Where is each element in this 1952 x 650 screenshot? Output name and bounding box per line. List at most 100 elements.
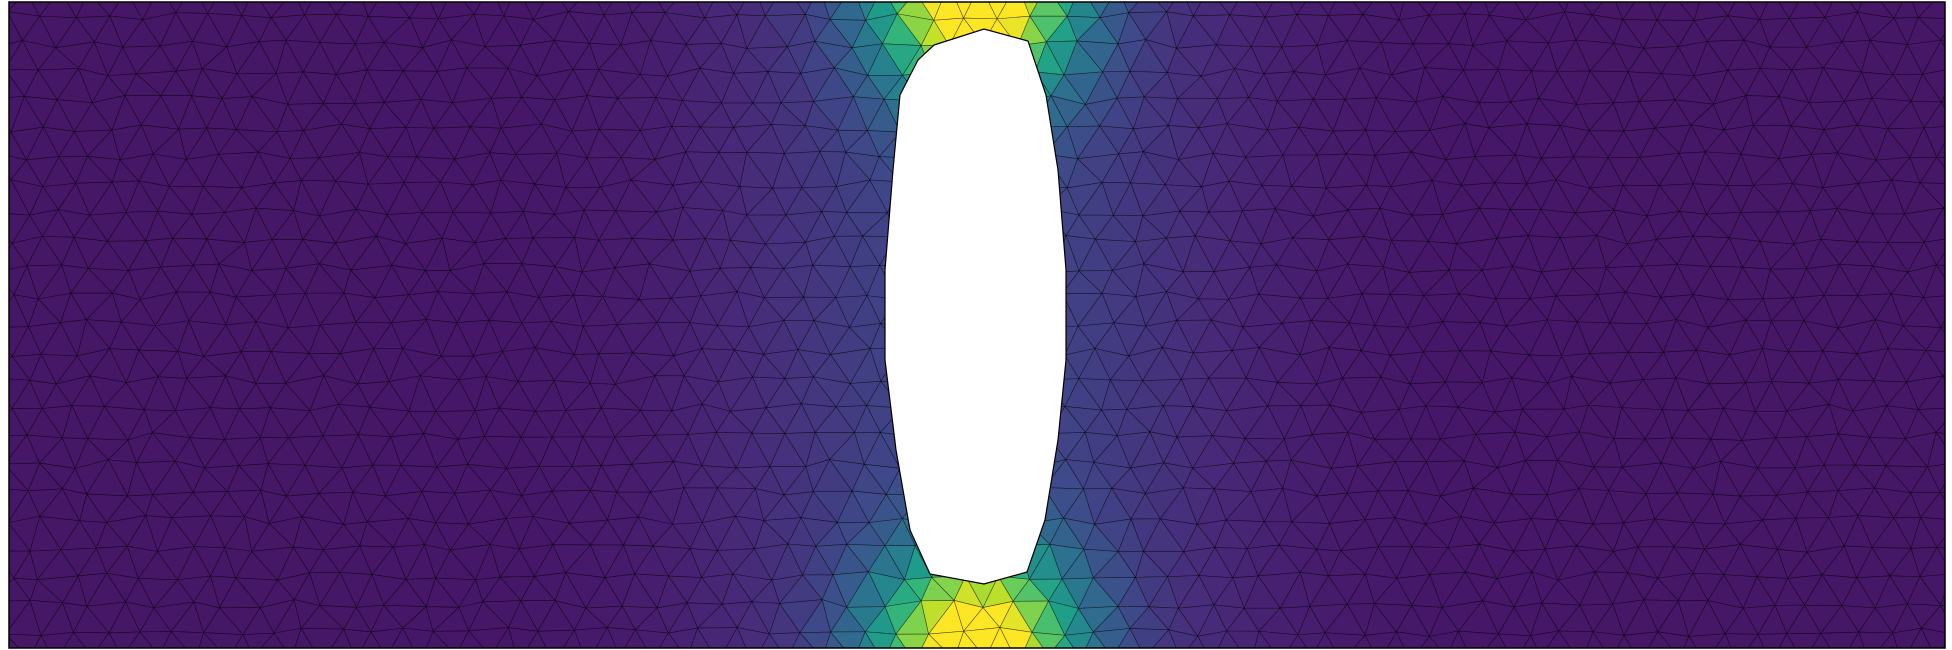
mesh-element: [234, 633, 250, 648]
mesh-element: [1939, 491, 1945, 501]
mesh-element: [1683, 635, 1697, 648]
mesh-element: [330, 628, 352, 648]
mesh-element: [1316, 632, 1335, 648]
mesh-element: [895, 633, 930, 648]
mesh-element: [1909, 627, 1932, 648]
mesh-element: [1820, 631, 1860, 648]
mesh-element: [858, 631, 876, 648]
mesh-element: [1940, 604, 1945, 615]
mesh-element: [563, 629, 582, 648]
mesh-element: [725, 626, 747, 648]
mesh-element: [168, 2, 184, 14]
mesh-element: [1688, 633, 1726, 648]
mesh-element: [127, 631, 154, 648]
mesh-element: [956, 2, 972, 19]
mesh-element: [1724, 633, 1759, 648]
mesh-element: [9, 74, 25, 98]
elliptical-hole: [884, 28, 1067, 585]
mesh-element: [921, 2, 942, 21]
mesh-element: [198, 632, 219, 648]
mesh-element: [1557, 2, 1569, 13]
mesh-element: [1936, 536, 1945, 549]
mesh-element: [990, 626, 1011, 648]
mesh-element: [162, 630, 186, 648]
mesh-element: [1849, 631, 1865, 648]
mesh-element: [1940, 591, 1945, 606]
mesh-element: [658, 2, 676, 14]
mesh-element: [97, 632, 118, 648]
mesh-element: [327, 2, 347, 15]
mesh-element: [1715, 633, 1732, 648]
mesh-element: [362, 631, 382, 648]
mesh-element: [597, 2, 613, 16]
mesh-element: [1939, 482, 1945, 494]
mesh-element: [1024, 631, 1044, 648]
mesh-element: [497, 2, 511, 17]
mesh-element: [495, 626, 515, 648]
mesh-element: [1936, 546, 1945, 563]
mesh-element: [1849, 2, 1863, 13]
mesh-element: [1057, 2, 1074, 17]
mesh-element: [1940, 326, 1945, 334]
mesh-element: [1497, 633, 1532, 648]
mesh-element: [957, 630, 978, 648]
mesh-element: [1024, 2, 1038, 17]
mesh-element: [889, 633, 906, 648]
mesh-element: [1757, 633, 1788, 648]
mesh-element: [1353, 634, 1373, 648]
mesh-element: [9, 407, 28, 436]
mesh-element: [362, 2, 378, 18]
mesh-element: [825, 631, 845, 648]
mesh-element: [1152, 629, 1177, 648]
mesh-element: [1420, 635, 1440, 648]
mesh-element: [459, 630, 484, 648]
mesh-element: [391, 627, 414, 648]
mesh-element: [1352, 2, 1373, 15]
mesh-element: [34, 634, 48, 648]
mesh-element: [761, 633, 780, 648]
mesh-element: [1747, 633, 1765, 648]
mesh-element: [1456, 2, 1473, 15]
mesh-element: [425, 630, 449, 648]
mesh-element: [1935, 252, 1945, 266]
mesh-element: [1879, 632, 1898, 648]
mesh-element: [759, 2, 775, 17]
mesh-element: [988, 2, 1008, 20]
mesh-element: [561, 2, 579, 13]
mesh-element: [1085, 631, 1106, 648]
mesh-element: [792, 632, 814, 648]
mesh-element: [796, 2, 812, 15]
mesh-element: [9, 637, 20, 648]
mesh-element: [1935, 431, 1945, 446]
mesh-element: [1935, 421, 1945, 435]
mesh-element: [1318, 2, 1336, 16]
mesh-element: [464, 2, 482, 15]
mesh-element: [595, 626, 617, 648]
mesh-element: [1935, 264, 1945, 279]
mesh-element: [1936, 141, 1945, 158]
mesh-element: [260, 632, 285, 648]
mesh-element: [1485, 633, 1507, 648]
mesh-element: [298, 2, 312, 16]
mesh-element: [1940, 318, 1945, 328]
mesh-element: [1936, 157, 1945, 168]
mesh-element: [658, 632, 680, 648]
mesh-element: [201, 2, 215, 15]
mesh-element: [921, 633, 943, 648]
mesh-element: [1522, 635, 1538, 648]
mesh-element: [9, 179, 31, 216]
mesh-element: [294, 627, 314, 648]
mesh-element: [1187, 635, 1205, 648]
mesh-element: [1123, 2, 1139, 14]
mesh-element: [1157, 2, 1174, 13]
mesh-element: [1648, 631, 1673, 648]
mesh-element: [1219, 2, 1238, 16]
mesh-element: [9, 14, 23, 45]
mesh-element: [1940, 39, 1945, 48]
mesh-element: [624, 629, 647, 648]
mesh-element: [1117, 627, 1141, 648]
mesh-element: [1546, 630, 1571, 648]
mesh-element: [726, 2, 745, 16]
mesh-element: [1940, 33, 1945, 41]
